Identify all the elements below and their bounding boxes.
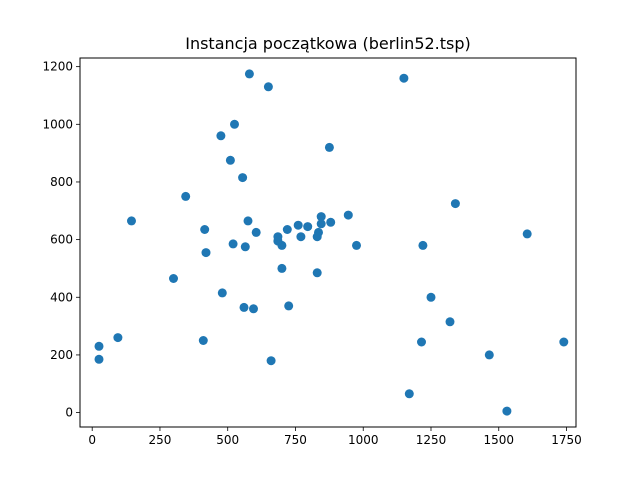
data-point (273, 232, 283, 242)
data-point (249, 304, 258, 314)
x-tick-label: 0 (88, 433, 96, 447)
data-point (238, 173, 248, 183)
data-point (277, 263, 287, 273)
data-point (216, 131, 226, 141)
data-point (343, 210, 353, 220)
data-point (263, 82, 273, 92)
y-tick-label: 1000 (42, 117, 73, 131)
data-point (445, 317, 455, 327)
data-point (181, 191, 191, 201)
data-point (239, 302, 249, 312)
data-point (303, 222, 313, 232)
data-point (352, 240, 361, 250)
y-tick-label: 0 (65, 406, 73, 420)
data-point (296, 232, 306, 242)
x-tick-label: 1250 (416, 433, 447, 447)
y-tick-label: 600 (50, 233, 73, 247)
data-point (266, 356, 276, 366)
data-point (244, 69, 254, 79)
data-point (316, 219, 326, 229)
data-point (312, 268, 322, 278)
data-point (284, 301, 294, 311)
data-point (450, 199, 460, 209)
y-axis: 0 200 400 600 800 1000 1200 (42, 60, 80, 420)
data-point (484, 350, 494, 360)
y-tick-label: 1200 (42, 60, 73, 74)
data-point (94, 341, 104, 351)
data-point (201, 248, 211, 258)
data-point (282, 225, 292, 234)
x-tick-label: 1750 (551, 433, 582, 447)
chart-title: Instancja początkowa (berlin52.tsp) (185, 34, 471, 53)
y-tick-label: 400 (50, 290, 73, 304)
data-point (200, 225, 210, 234)
x-tick-label: 250 (149, 433, 172, 447)
data-point (113, 333, 123, 343)
data-point (240, 242, 250, 252)
data-point (522, 229, 532, 239)
data-point (251, 227, 261, 237)
x-tick-label: 1500 (483, 433, 514, 447)
y-tick-label: 200 (50, 348, 73, 362)
data-point (502, 406, 512, 416)
data-point (418, 240, 428, 250)
data-point (417, 337, 426, 347)
data-point (230, 119, 239, 129)
data-point (324, 142, 334, 152)
data-point (316, 212, 326, 222)
x-tick-label: 500 (216, 433, 239, 447)
x-axis: 0 250 500 750 1000 1250 1500 1750 (88, 427, 582, 447)
data-point (198, 336, 208, 345)
data-point (426, 292, 436, 302)
data-point (228, 239, 238, 249)
data-point (94, 354, 104, 364)
points-layer (94, 69, 569, 416)
data-point (559, 337, 569, 347)
data-point (326, 217, 336, 227)
data-point (404, 389, 414, 399)
data-point (399, 73, 409, 83)
data-point (243, 216, 253, 226)
x-tick-label: 750 (284, 433, 307, 447)
x-tick-label: 1000 (348, 433, 379, 447)
data-point (217, 288, 227, 298)
y-tick-label: 800 (50, 175, 73, 189)
data-point (312, 232, 322, 242)
data-point (127, 216, 136, 226)
data-point (293, 220, 303, 230)
data-point (169, 274, 178, 283)
plot-frame (79, 57, 577, 428)
data-point (225, 155, 235, 165)
